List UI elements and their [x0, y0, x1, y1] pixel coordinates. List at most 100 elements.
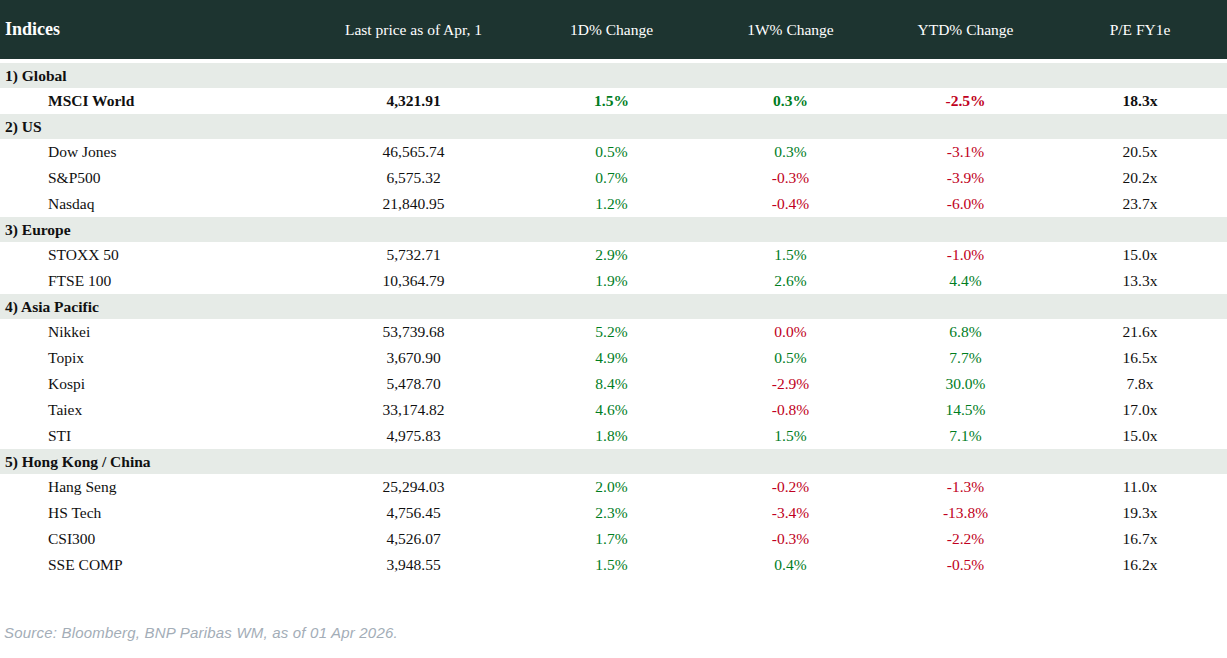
pe-cell: 13.3x [1053, 268, 1227, 294]
ytd-change-cell: 14.5% [878, 397, 1053, 423]
section-label: 3) Europe [0, 217, 1227, 242]
section-label: 2) US [0, 114, 1227, 139]
ytd-change-cell: 7.1% [878, 423, 1053, 449]
column-header-last-price: Last price as of Apr, 1 [307, 0, 520, 61]
ytd-change-cell: 7.7% [878, 345, 1053, 371]
index-name-cell: FTSE 100 [0, 268, 307, 294]
last-price-cell: 21,840.95 [307, 191, 520, 217]
ytd-change-cell: -1.3% [878, 474, 1053, 500]
index-row: STOXX 505,732.712.9%1.5%-1.0%15.0x [0, 242, 1227, 268]
index-name-cell: SSE COMP [0, 552, 307, 578]
index-row: CSI3004,526.071.7%-0.3%-2.2%16.7x [0, 526, 1227, 552]
index-name-cell: STOXX 50 [0, 242, 307, 268]
1d-change-cell: 4.6% [520, 397, 703, 423]
index-name-cell: Taiex [0, 397, 307, 423]
table-header: Indices Last price as of Apr, 1 1D% Chan… [0, 0, 1227, 61]
1d-change-cell: 0.7% [520, 165, 703, 191]
ytd-change-cell: -1.0% [878, 242, 1053, 268]
section-label: 5) Hong Kong / China [0, 449, 1227, 474]
pe-cell: 15.0x [1053, 423, 1227, 449]
1d-change-cell: 1.5% [520, 88, 703, 114]
1w-change-cell: -0.3% [703, 165, 878, 191]
1w-change-cell: 0.3% [703, 139, 878, 165]
ytd-change-cell: -6.0% [878, 191, 1053, 217]
last-price-cell: 3,670.90 [307, 345, 520, 371]
index-row: Nasdaq21,840.951.2%-0.4%-6.0%23.7x [0, 191, 1227, 217]
index-name-cell: CSI300 [0, 526, 307, 552]
last-price-cell: 33,174.82 [307, 397, 520, 423]
last-price-cell: 10,364.79 [307, 268, 520, 294]
1w-change-cell: -0.8% [703, 397, 878, 423]
index-row: Nikkei53,739.685.2%0.0%6.8%21.6x [0, 319, 1227, 345]
ytd-change-cell: 30.0% [878, 371, 1053, 397]
1w-change-cell: 1.5% [703, 423, 878, 449]
1d-change-cell: 2.0% [520, 474, 703, 500]
ytd-change-cell: -3.1% [878, 139, 1053, 165]
pe-cell: 16.2x [1053, 552, 1227, 578]
section-row: 1) Global [0, 61, 1227, 88]
section-label: 1) Global [0, 61, 1227, 88]
1d-change-cell: 1.9% [520, 268, 703, 294]
section-label: 4) Asia Pacific [0, 294, 1227, 319]
index-name-cell: Hang Seng [0, 474, 307, 500]
column-header-1w-change: 1W% Change [703, 0, 878, 61]
section-row: 3) Europe [0, 217, 1227, 242]
index-name-cell: HS Tech [0, 500, 307, 526]
1w-change-cell: -2.9% [703, 371, 878, 397]
1w-change-cell: -3.4% [703, 500, 878, 526]
index-name-cell: Kospi [0, 371, 307, 397]
index-name-cell: Nasdaq [0, 191, 307, 217]
1d-change-cell: 1.7% [520, 526, 703, 552]
section-row: 5) Hong Kong / China [0, 449, 1227, 474]
ytd-change-cell: 4.4% [878, 268, 1053, 294]
column-header-ytd-change: YTD% Change [878, 0, 1053, 61]
index-row: MSCI World4,321.911.5%0.3%-2.5%18.3x [0, 88, 1227, 114]
index-row: Taiex33,174.824.6%-0.8%14.5%17.0x [0, 397, 1227, 423]
1d-change-cell: 0.5% [520, 139, 703, 165]
last-price-cell: 5,732.71 [307, 242, 520, 268]
ytd-change-cell: 6.8% [878, 319, 1053, 345]
pe-cell: 19.3x [1053, 500, 1227, 526]
last-price-cell: 3,948.55 [307, 552, 520, 578]
last-price-cell: 53,739.68 [307, 319, 520, 345]
pe-cell: 20.2x [1053, 165, 1227, 191]
1d-change-cell: 1.5% [520, 552, 703, 578]
1d-change-cell: 2.9% [520, 242, 703, 268]
pe-cell: 21.6x [1053, 319, 1227, 345]
last-price-cell: 6,575.32 [307, 165, 520, 191]
1w-change-cell: 0.0% [703, 319, 878, 345]
1w-change-cell: 2.6% [703, 268, 878, 294]
last-price-cell: 5,478.70 [307, 371, 520, 397]
1w-change-cell: -0.2% [703, 474, 878, 500]
index-name-cell: Nikkei [0, 319, 307, 345]
last-price-cell: 4,526.07 [307, 526, 520, 552]
source-note: Source: Bloomberg, BNP Paribas WM, as of… [4, 624, 1227, 641]
pe-cell: 15.0x [1053, 242, 1227, 268]
1w-change-cell: 1.5% [703, 242, 878, 268]
1w-change-cell: 0.4% [703, 552, 878, 578]
pe-cell: 17.0x [1053, 397, 1227, 423]
section-row: 4) Asia Pacific [0, 294, 1227, 319]
1d-change-cell: 1.2% [520, 191, 703, 217]
indices-table: Indices Last price as of Apr, 1 1D% Chan… [0, 0, 1227, 578]
index-name-cell: STI [0, 423, 307, 449]
1d-change-cell: 4.9% [520, 345, 703, 371]
last-price-cell: 25,294.03 [307, 474, 520, 500]
1w-change-cell: 0.5% [703, 345, 878, 371]
pe-cell: 16.7x [1053, 526, 1227, 552]
1d-change-cell: 1.8% [520, 423, 703, 449]
pe-cell: 23.7x [1053, 191, 1227, 217]
last-price-cell: 4,975.83 [307, 423, 520, 449]
index-row: S&P5006,575.320.7%-0.3%-3.9%20.2x [0, 165, 1227, 191]
table-body: 1) GlobalMSCI World4,321.911.5%0.3%-2.5%… [0, 61, 1227, 578]
pe-cell: 18.3x [1053, 88, 1227, 114]
ytd-change-cell: -2.5% [878, 88, 1053, 114]
pe-cell: 20.5x [1053, 139, 1227, 165]
last-price-cell: 46,565.74 [307, 139, 520, 165]
last-price-cell: 4,321.91 [307, 88, 520, 114]
1d-change-cell: 5.2% [520, 319, 703, 345]
pe-cell: 11.0x [1053, 474, 1227, 500]
header-row: Indices Last price as of Apr, 1 1D% Chan… [0, 0, 1227, 61]
index-name-cell: S&P500 [0, 165, 307, 191]
index-row: Kospi5,478.708.4%-2.9%30.0%7.8x [0, 371, 1227, 397]
